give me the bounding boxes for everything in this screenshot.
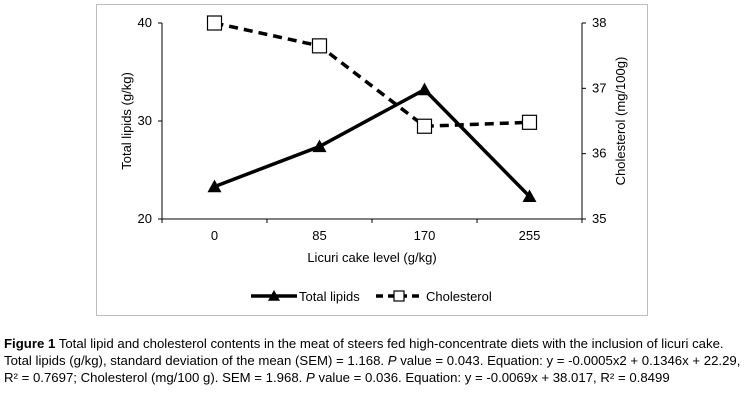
legend-marker-square xyxy=(393,290,405,302)
caption-text: value = 0.043. Equation: y = -0.0005x2 +… xyxy=(4,353,741,385)
series-line-cholesterol xyxy=(214,21,530,128)
data-point-triangle xyxy=(312,139,327,153)
y-right-tick-label: 36 xyxy=(592,146,606,161)
y-right-tick-label: 37 xyxy=(592,80,606,95)
chart-frame xyxy=(96,4,648,316)
y-axis-right-title: Cholesterol (mg/100g) xyxy=(613,57,628,186)
x-tick-label: 0 xyxy=(211,228,218,243)
p-label: P xyxy=(387,353,397,368)
data-point-triangle xyxy=(417,82,432,96)
x-tick-label: 170 xyxy=(414,228,436,243)
line-chart: 20 30 40 35 36 37 38 0 85 170 255 Licuri cake level… xyxy=(119,15,628,304)
x-axis-title: Licuri cake level (g/kg) xyxy=(307,250,436,265)
legend-marker-triangle xyxy=(268,290,280,301)
caption-text: value = 0.036. Equation: y = -0.0069x + … xyxy=(314,370,670,385)
y-right-tick-label: 38 xyxy=(592,15,606,30)
x-tick-label: 255 xyxy=(519,228,541,243)
y-left-tick-label: 30 xyxy=(138,113,152,128)
data-point-triangle xyxy=(522,189,537,203)
data-point-triangle xyxy=(207,179,222,193)
legend-label: Total lipids xyxy=(299,289,360,304)
data-point-square xyxy=(521,114,538,130)
y-left-tick-label: 20 xyxy=(138,211,152,226)
figure-caption: Figure 1 Total lipid and cholesterol con… xyxy=(4,335,742,386)
data-point-square xyxy=(206,15,223,31)
caption-text: Total lipid and cholesterol contents in … xyxy=(4,336,724,368)
data-point-square xyxy=(416,118,433,134)
legend-label: Cholesterol xyxy=(426,289,492,304)
y-right-tick-label: 35 xyxy=(592,211,606,226)
y-left-tick-label: 40 xyxy=(138,15,152,30)
data-point-square xyxy=(311,38,328,54)
y-axis-left-title: Total lipids (g/kg) xyxy=(119,72,134,170)
series-line-total-lipids xyxy=(213,87,531,198)
p-label: P xyxy=(306,370,315,385)
x-tick-label: 85 xyxy=(312,228,326,243)
figure-label: Figure 1 xyxy=(4,336,56,351)
